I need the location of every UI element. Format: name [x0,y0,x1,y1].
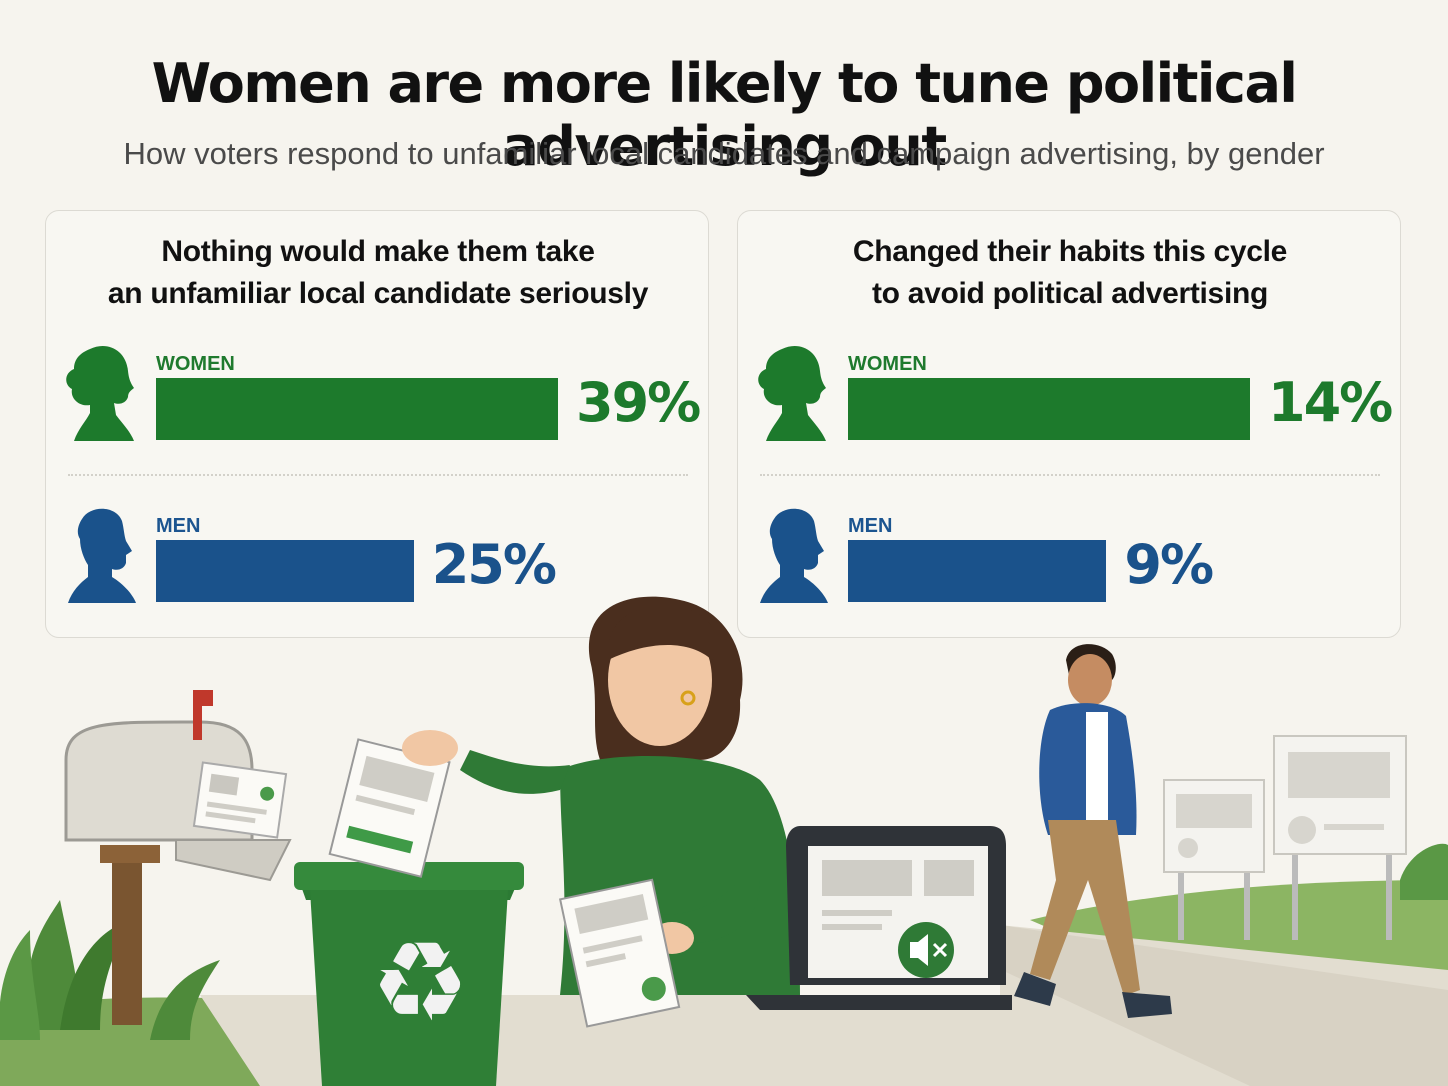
bar-row-men: MEN 25% [46,503,710,613]
bush-icon [0,900,220,1040]
grass-ground [0,997,320,1086]
data-label: 14% [1268,371,1393,434]
bar-women [848,378,1250,440]
sign-icon [1163,735,1407,940]
recycle-icon: ♻ [371,918,470,1046]
category-label: WOMEN [848,353,927,375]
woman-figure [402,596,800,995]
man-silhouette-icon [68,508,136,603]
man-silhouette-icon [760,508,828,603]
chart-panel-candidate: Nothing would make them take an unfamili… [45,210,709,638]
category-label: MEN [156,515,201,537]
sidewalk [200,925,1448,1086]
tablet-icon [746,826,1012,1010]
bush-icon [1400,843,1448,900]
woman-silhouette-icon [66,345,134,441]
bar-row-women: WOMEN 14% [738,341,1402,451]
mailbox-icon [64,690,292,1025]
bar-row-men: MEN 9% [738,503,1402,613]
bar-row-women: WOMEN 39% [46,341,710,451]
data-label: 9% [1124,533,1214,596]
mute-icon [910,934,928,966]
bar-women [156,378,558,440]
chart-panel-habits: Changed their habits this cycle to avoid… [737,210,1401,638]
data-label: 39% [576,371,701,434]
category-label: MEN [848,515,893,537]
data-label: 25% [431,533,557,596]
recycling-bin-icon: ♻ [294,862,524,1086]
divider [68,474,688,476]
woman-silhouette-icon [758,345,826,441]
panel-title: Changed their habits this cycle to avoid… [852,235,1288,310]
flyer-icon [558,878,681,1028]
divider [760,474,1380,476]
panel-title: Nothing would make them take an unfamili… [107,235,649,310]
chart-title: Women are more likely to tune political … [151,52,1298,178]
category-label: WOMEN [156,353,235,375]
bar-men [848,540,1107,602]
man-figure [1014,644,1172,1018]
flyer-icon [328,738,451,878]
grass-right [1030,880,1448,1000]
bar-men [156,540,414,602]
chart-subtitle: How voters respond to unfamiliar local c… [123,136,1325,171]
